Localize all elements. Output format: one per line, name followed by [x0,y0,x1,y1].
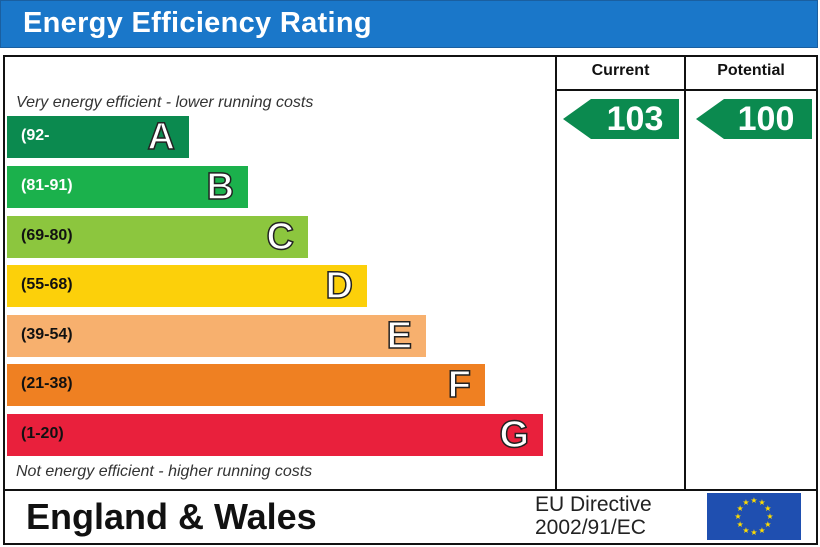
band-f-range: (21-38) [21,375,73,392]
top-note: Very energy efficient - lower running co… [16,94,314,111]
band-c-range: (69-80) [21,227,73,244]
band-d-letter: D [325,264,354,308]
current-rating-value: 103 [606,100,664,138]
band-e-letter: E [386,314,413,358]
eu-star-icon: ★ [737,504,744,513]
column-divider-potential [684,55,686,489]
eu-star-icon: ★ [764,504,771,513]
column-divider-current [555,55,557,489]
band-c-letter: C [266,215,295,259]
bottom-note: Not energy efficient - higher running co… [16,463,313,480]
chart-title: Energy Efficiency Rating [23,7,372,39]
eu-star-icon: ★ [737,520,744,529]
eu-star-icon: ★ [750,496,757,505]
band-a-letter: A [147,115,176,159]
eu-star-icon: ★ [734,512,741,521]
band-d-range: (55-68) [21,276,73,293]
band-g-range: (1-20) [21,425,64,442]
band-e-range: (39-54) [21,326,73,343]
country-label: England & Wales [26,496,317,537]
eu-star-icon: ★ [764,520,771,529]
eu-star-icon: ★ [766,512,773,521]
band-b-letter: B [206,165,235,209]
band-a: (92- A [7,115,189,159]
eu-star-icon: ★ [750,528,757,537]
eu-stars: ★★★★★★★★★ ★ ★★ [734,496,773,537]
eu-star-icon: ★ [758,526,765,535]
eu-star-icon: ★ [742,526,749,535]
band-a-range: (92- [21,127,50,144]
eu-flag-icon: ★ ★ ★ ★ ★ ★ ★ ★ ★ ★ ★ ★ [707,493,801,540]
band-e: (39-54) E [7,314,426,358]
band-f-letter: F [447,363,472,407]
potential-column-header: Potential [717,62,785,79]
rating-frame [3,55,818,545]
band-b-range: (81-91) [21,177,73,194]
footer-divider [3,489,818,491]
eu-star-icon: ★ [758,498,765,507]
column-header-divider [555,89,818,91]
band-f: (21-38) F [7,363,485,407]
band-g-letter: G [499,413,530,457]
current-arrow-shape [563,99,679,139]
header-bar: Energy Efficiency Rating [0,0,818,48]
eu-directive-label: EU Directive [535,493,652,516]
band-g: (1-20) G [7,413,543,457]
band-d: (55-68) D [7,264,367,308]
potential-arrow-shape [696,99,812,139]
current-column-header: Current [591,62,650,79]
eu-star-icon: ★ [742,498,749,507]
potential-rating-value: 100 [737,100,795,138]
band-b: (81-91) B [7,165,248,209]
eu-directive-number: 2002/91/EC [535,516,646,539]
band-c: (69-80) C [7,215,308,259]
